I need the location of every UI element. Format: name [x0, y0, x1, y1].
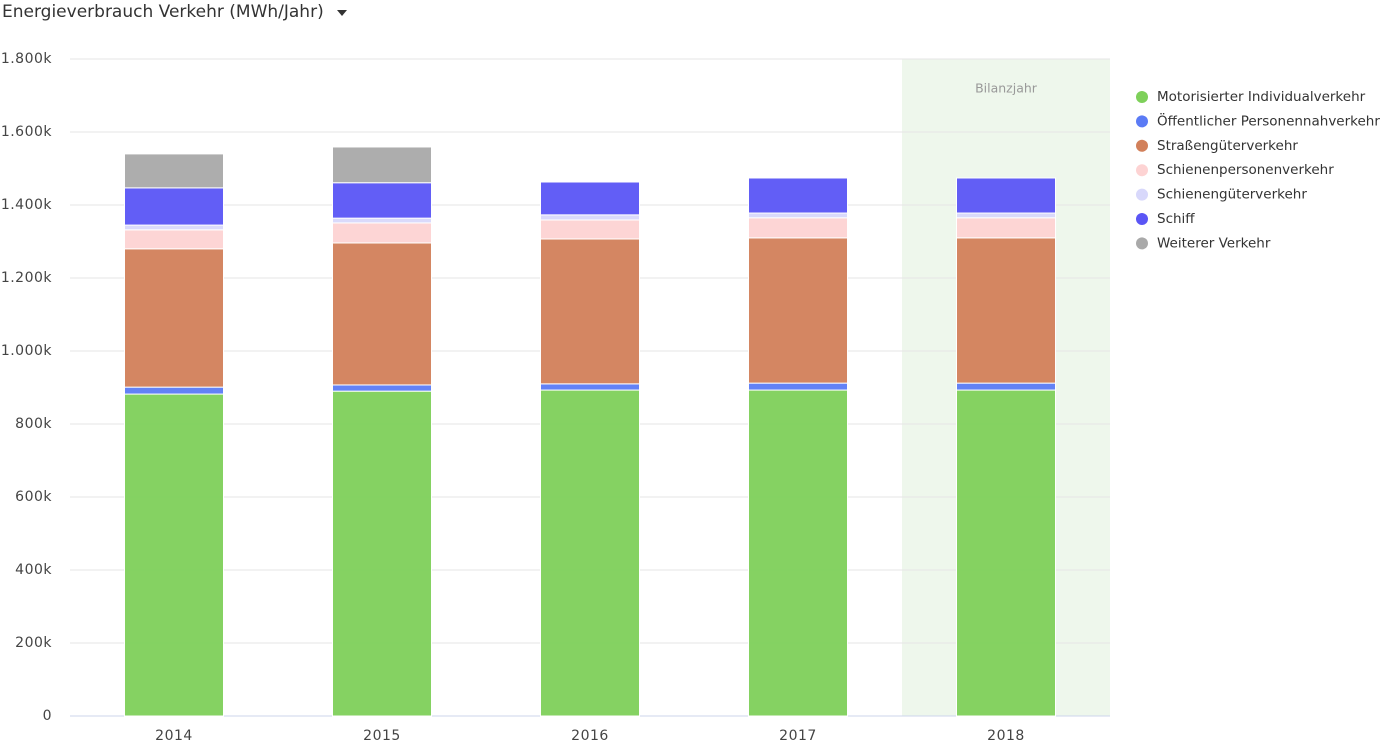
bar-segment — [540, 181, 640, 216]
legend-label[interactable]: Schienengüterverkehr — [1157, 187, 1307, 203]
highlight-label: Bilanzjahr — [975, 81, 1038, 96]
legend-marker[interactable] — [1136, 237, 1148, 250]
bar-segment — [124, 229, 224, 250]
bar-segment — [124, 248, 224, 388]
legend-marker[interactable] — [1136, 164, 1148, 177]
bar-segment — [540, 383, 640, 391]
bar-segment — [332, 242, 432, 386]
bar-segment — [124, 393, 224, 717]
bar-segment — [956, 177, 1056, 214]
bar-segment — [748, 212, 848, 219]
bar-segment — [124, 386, 224, 395]
bar-segment — [124, 187, 224, 226]
bar-segment — [124, 224, 224, 231]
bar-segment — [748, 389, 848, 717]
legend-label[interactable]: Motorisierter Individualverkehr — [1157, 89, 1366, 105]
bar-segment — [956, 382, 1056, 391]
y-tick-label: 1.800k — [1, 51, 53, 67]
x-tick-label: 2016 — [571, 728, 609, 744]
legend-marker[interactable] — [1136, 188, 1148, 201]
bar-segment — [332, 390, 432, 717]
bar-segment — [748, 217, 848, 239]
bar-segment — [124, 153, 224, 189]
bar-segment — [332, 222, 432, 244]
x-tick-label: 2014 — [155, 728, 193, 744]
legend-marker[interactable] — [1136, 139, 1148, 152]
bar-segment — [332, 146, 432, 184]
bar-segment — [956, 389, 1056, 717]
bar-segment — [956, 237, 1056, 384]
legend-label[interactable]: Schiff — [1157, 211, 1195, 227]
x-tick-label: 2017 — [779, 728, 817, 744]
chart-title[interactable]: Energieverbrauch Verkehr (MWh/Jahr) — [2, 2, 324, 22]
bar-segment — [332, 217, 432, 224]
x-tick-label: 2018 — [987, 728, 1025, 744]
y-tick-label: 1.000k — [1, 343, 53, 359]
bar-segment — [332, 384, 432, 392]
bar-segment — [748, 382, 848, 391]
y-tick-label: 1.200k — [1, 270, 53, 286]
x-tick-label: 2015 — [363, 728, 401, 744]
bar-segment — [956, 217, 1056, 239]
y-tick-label: 1.400k — [1, 197, 53, 213]
legend-marker[interactable] — [1136, 115, 1148, 128]
y-tick-label: 0 — [43, 708, 52, 724]
bar-segment — [956, 212, 1056, 219]
y-tick-label: 400k — [15, 562, 52, 578]
bar-segment — [748, 177, 848, 214]
legend-label[interactable]: Straßengüterverkehr — [1157, 138, 1298, 154]
legend-marker[interactable] — [1136, 213, 1148, 225]
title-dropdown[interactable]: Energieverbrauch Verkehr (MWh/Jahr) — [2, 2, 347, 22]
bar-segment — [540, 219, 640, 240]
y-tick-label: 800k — [15, 416, 52, 432]
legend-label[interactable]: Öffentlicher Personennahverkehr — [1157, 111, 1380, 129]
bar-segment — [540, 238, 640, 385]
bar-segment — [332, 182, 432, 219]
legend-label[interactable]: Schienenpersonenverkehr — [1157, 162, 1334, 178]
legend-marker[interactable] — [1136, 91, 1148, 103]
bar-segment — [748, 237, 848, 384]
dropdown-arrow[interactable] — [337, 10, 347, 16]
y-tick-label: 1.600k — [1, 124, 53, 140]
legend-label[interactable]: Weiterer Verkehr — [1157, 235, 1271, 251]
bar-segment — [540, 214, 640, 221]
y-tick-label: 600k — [15, 489, 52, 505]
y-tick-label: 200k — [15, 635, 52, 651]
bar-segment — [540, 389, 640, 717]
